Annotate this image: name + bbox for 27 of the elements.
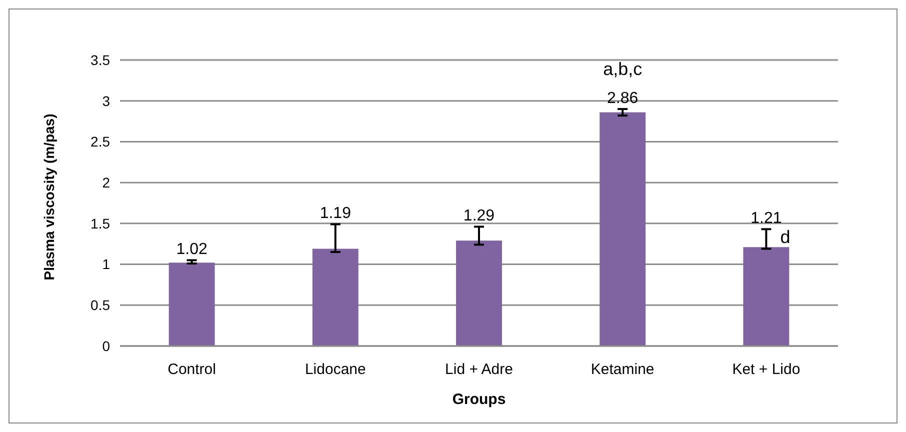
- x-axis-title: Groups: [452, 391, 506, 408]
- data-label: 1.19: [320, 205, 352, 222]
- annotation: a,b,c: [603, 59, 642, 80]
- x-tick-label: Ket + Lido: [732, 361, 800, 378]
- y-tick-label: 1.5: [90, 215, 110, 232]
- x-tick-label: Ketamine: [590, 361, 654, 378]
- data-label: 1.21: [750, 210, 782, 228]
- data-label: 2.86: [607, 90, 638, 108]
- y-tick-label: 0.5: [90, 297, 110, 314]
- bar: [600, 112, 646, 346]
- x-tick-label: Lid + Adre: [445, 361, 513, 378]
- bar: [312, 248, 358, 346]
- x-tick-label: Control: [168, 361, 216, 378]
- x-tick-label: Lidocane: [304, 361, 366, 378]
- y-tick-label: 1: [102, 256, 110, 272]
- bar: [456, 240, 502, 346]
- y-axis-title: Plasma viscosity (m/pas): [41, 114, 57, 280]
- annotation: d: [780, 227, 790, 248]
- y-tick-label: 2.5: [90, 134, 110, 150]
- data-label: 1.02: [176, 241, 208, 258]
- y-tick-label: 3.5: [90, 52, 110, 68]
- bar: [168, 262, 215, 346]
- y-tick-label: 0: [102, 338, 110, 354]
- y-tick-label: 3: [102, 92, 110, 109]
- data-label: 1.29: [463, 208, 495, 225]
- bar: [743, 247, 790, 346]
- y-tick-label: 2: [102, 174, 110, 190]
